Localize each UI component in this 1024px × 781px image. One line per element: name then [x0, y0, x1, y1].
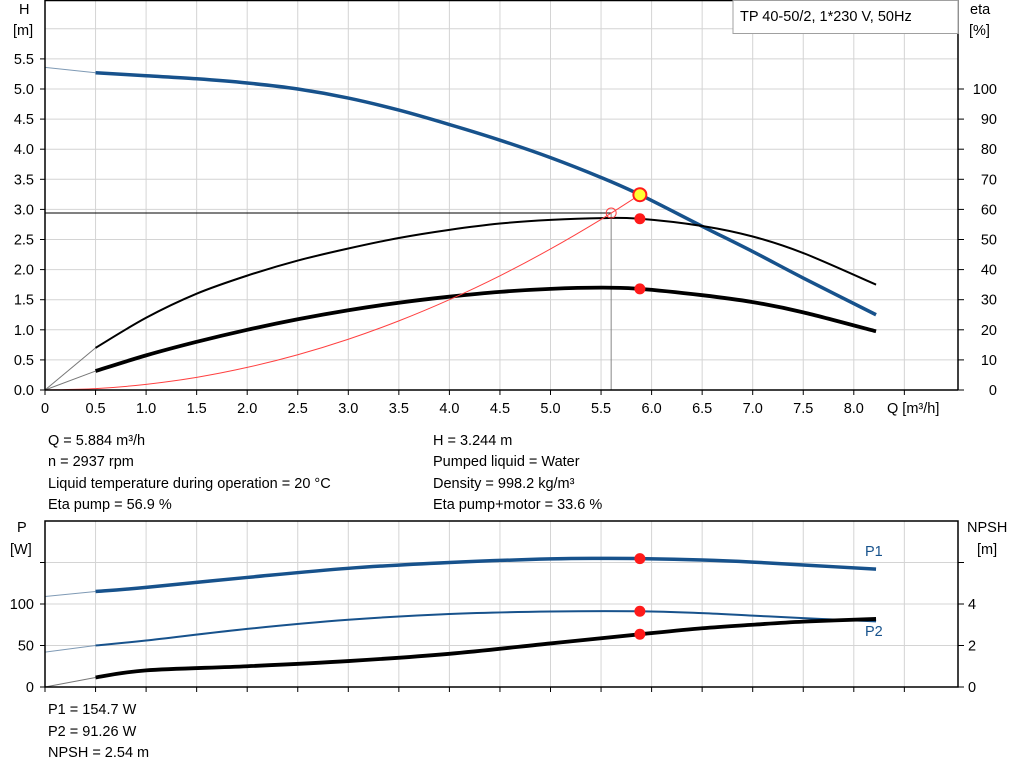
head-curve [95, 70, 877, 317]
eta-pump-curve-extension [44, 347, 96, 391]
eta-tick-label: 70 [981, 172, 997, 188]
readout-npsh: NPSH = 2.54 m [48, 745, 149, 761]
eta-tick-label: 40 [981, 263, 997, 279]
h-tick-label: 0.5 [14, 353, 34, 369]
eta-pump-marker [634, 213, 646, 225]
eta-tick-label: 50 [981, 233, 997, 249]
top-chart-tick-labels: 0 0.5 1.0 1.5 2.0 2.5 3.0 3.5 4.0 4.5 5.0 5.5 6.0 6.5… [14, 52, 997, 417]
x-tick-label: 3.0 [338, 401, 358, 417]
eta-tick-label: 10 [981, 353, 997, 369]
p-tick-label: 100 [10, 597, 34, 613]
p-tick-label: 50 [18, 639, 34, 655]
x-tick-label: 4.5 [490, 401, 510, 417]
npsh-axis-name: NPSH [967, 520, 1007, 536]
readout-eta-pump-motor: Eta pump+motor = 33.6 % [433, 497, 602, 513]
p-axis-name: P [17, 520, 27, 536]
h-tick-label: 1.0 [14, 323, 34, 339]
h-tick-label: 3.5 [14, 172, 34, 188]
x-tick-label: 6.5 [692, 401, 712, 417]
h-tick-label: 4.0 [14, 142, 34, 158]
p2-marker [634, 605, 646, 617]
eta-pump-curve [95, 216, 877, 349]
bottom-chart-tick-labels: 0 50 100 0 2 4 [10, 562, 976, 696]
npsh-axis-unit: [m] [977, 542, 997, 558]
h-tick-label: 5.0 [14, 82, 34, 98]
readout-n: n = 2937 rpm [48, 454, 134, 470]
bottom-chart-curves [44, 553, 877, 688]
eta-axis-name: eta [970, 2, 991, 18]
h-tick-label: 0.0 [14, 383, 34, 399]
eta-tick-label: 0 [989, 383, 997, 399]
npsh-tick-label: 2 [968, 639, 976, 655]
title-text: TP 40-50/2, 1*230 V, 50Hz [740, 9, 912, 25]
x-tick-label: 7.5 [793, 401, 813, 417]
h-tick-label: 5.5 [14, 52, 34, 68]
h-tick-label: 1.5 [14, 293, 34, 309]
eta-tick-label: 80 [981, 142, 997, 158]
p2-curve-label: P2 [865, 624, 883, 640]
top-chart-grid [45, 0, 958, 390]
head-curve-extension [44, 66, 96, 74]
p-axis-unit: [W] [10, 542, 32, 558]
p1-marker [634, 553, 646, 565]
bottom-chart-grid [45, 521, 958, 687]
requested-point-marker [605, 207, 617, 219]
x-tick-label: 0 [41, 401, 49, 417]
npsh-marker [634, 628, 646, 640]
h-axis-unit: [m] [13, 23, 33, 39]
p1-curve-label: P1 [865, 544, 883, 560]
duty-point-marker [632, 187, 648, 203]
eta-tick-label: 90 [981, 112, 997, 128]
x-tick-label: 3.5 [389, 401, 409, 417]
p-tick-label: 0 [26, 680, 34, 696]
eta-tick-label: 30 [981, 293, 997, 309]
readout-p2: P2 = 91.26 W [48, 724, 137, 740]
x-tick-label: 7.0 [743, 401, 763, 417]
p2-curve-extension [44, 645, 96, 653]
x-tick-label: 5.5 [591, 401, 611, 417]
x-tick-label: 2.0 [237, 401, 257, 417]
readout-liquid-temp: Liquid temperature during operation = 20… [48, 476, 331, 492]
x-tick-label: 4.0 [439, 401, 459, 417]
readout-h: H = 3.244 m [433, 433, 512, 449]
readout-eta-pump: Eta pump = 56.9 % [48, 497, 172, 513]
eta-pump-motor-curve [94, 285, 877, 373]
eta-axis-unit: [%] [969, 23, 990, 39]
x-tick-label: 5.0 [540, 401, 560, 417]
eta-tick-label: 60 [981, 202, 997, 218]
q-axis-label: Q [m³/h] [887, 401, 939, 417]
x-tick-label: 8.0 [844, 401, 864, 417]
npsh-curve-extension [44, 676, 96, 688]
h-tick-label: 2.5 [14, 233, 34, 249]
system-curve [44, 194, 641, 391]
readout-pumped-liquid: Pumped liquid = Water [433, 454, 580, 470]
h-axis-name: H [19, 2, 29, 18]
x-tick-label: 0.5 [85, 401, 105, 417]
readout-p1: P1 = 154.7 W [48, 702, 137, 718]
eta-tick-label: 100 [973, 82, 997, 98]
p1-curve [95, 556, 877, 594]
x-tick-label: 1.0 [136, 401, 156, 417]
npsh-curve [95, 617, 877, 680]
x-tick-label: 2.5 [288, 401, 308, 417]
readout-density: Density = 998.2 kg/m³ [433, 476, 575, 492]
npsh-tick-label: 0 [968, 680, 976, 696]
h-tick-label: 2.0 [14, 263, 34, 279]
eta-tick-label: 20 [981, 323, 997, 339]
title-box [732, 0, 959, 34]
x-tick-label: 1.5 [187, 401, 207, 417]
eta-pump-motor-marker [634, 283, 646, 295]
eta-pump-motor-curve-extension [44, 370, 96, 391]
top-chart-curves [44, 66, 877, 391]
npsh-tick-label: 4 [968, 597, 976, 613]
readout-q: Q = 5.884 m³/h [48, 433, 145, 449]
p2-curve [95, 610, 877, 647]
h-tick-label: 4.5 [14, 112, 34, 128]
bottom-frame [44, 520, 959, 688]
x-tick-label: 6.0 [642, 401, 662, 417]
h-tick-label: 3.0 [14, 202, 34, 218]
p1-curve-extension [44, 591, 96, 598]
